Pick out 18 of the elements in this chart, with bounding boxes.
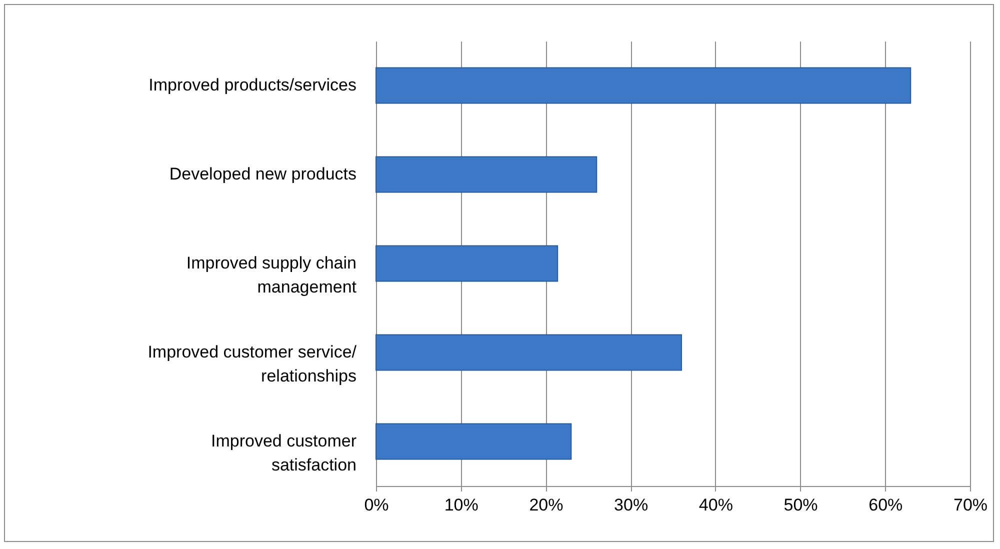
x-tick-label: 30% — [614, 496, 648, 514]
y-tick-label: Improved supply chain management — [186, 254, 357, 296]
y-tick-label: Improved customer service/ relationships — [148, 342, 357, 386]
bar — [376, 423, 572, 460]
bar — [376, 245, 558, 282]
x-tick-label: 70% — [953, 496, 988, 514]
x-tick-label: 0% — [364, 496, 389, 514]
y-tick-label: Improved products/services — [148, 76, 356, 94]
x-tick-label: 50% — [784, 496, 818, 514]
bar — [376, 67, 912, 104]
x-tick-label: 20% — [529, 496, 564, 514]
bar — [376, 156, 598, 193]
y-tick-label: Improved customer satisfaction — [211, 432, 357, 474]
x-tick-label: 10% — [444, 496, 478, 514]
x-tick-label: 40% — [698, 496, 733, 514]
bar — [376, 334, 682, 371]
y-tick-label: Developed new products — [169, 164, 356, 184]
x-tick-label: 60% — [868, 496, 903, 514]
